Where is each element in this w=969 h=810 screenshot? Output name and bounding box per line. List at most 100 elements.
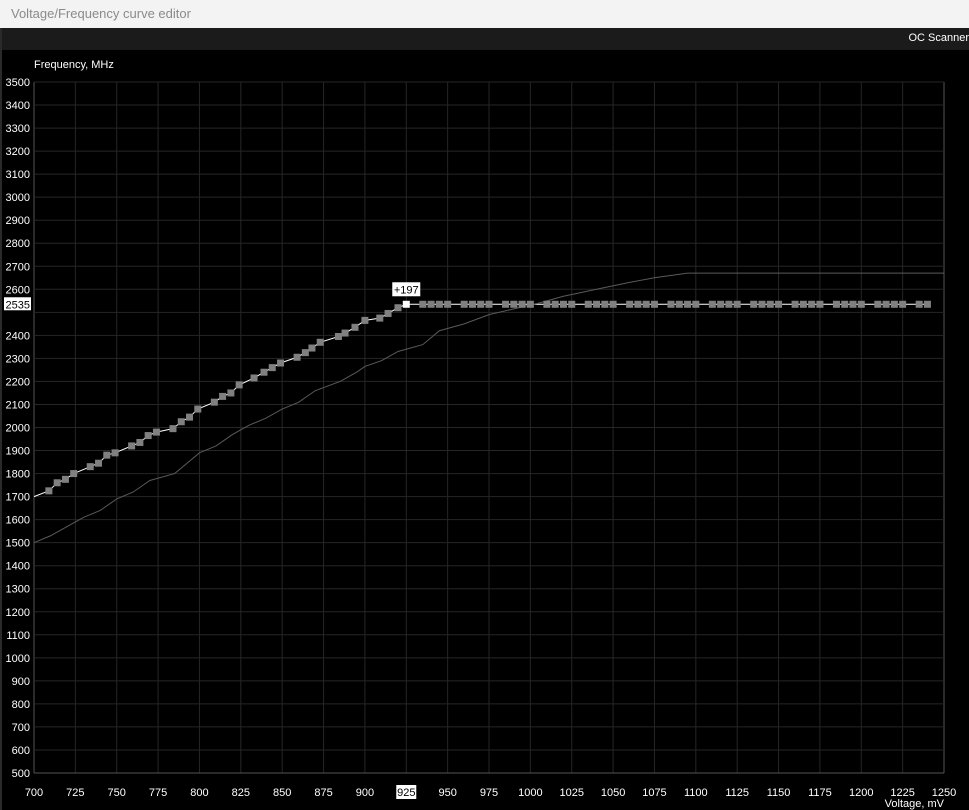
curve-point[interactable] [667,300,675,308]
curve-point[interactable] [832,300,840,308]
curve-point[interactable] [361,316,369,324]
x-tick-label: 825 [232,787,250,799]
curve-point[interactable] [559,300,567,308]
curve-point[interactable] [626,300,634,308]
curve-point[interactable] [543,300,551,308]
curve-point[interactable] [675,300,683,308]
curve-point[interactable] [758,300,766,308]
curve-point[interactable] [394,304,402,312]
curve-point[interactable] [111,449,119,457]
curve-point[interactable] [510,300,518,308]
curve-point[interactable] [568,300,576,308]
curve-point[interactable] [799,300,807,308]
curve-point[interactable] [169,425,177,433]
curve-point[interactable] [684,300,692,308]
curve-point[interactable] [601,300,609,308]
curve-point[interactable] [45,487,53,495]
curve-point[interactable] [733,300,741,308]
curve-point[interactable] [61,475,69,483]
y-tick-label: 2100 [6,399,30,411]
curve-point[interactable] [152,428,160,436]
curve-point[interactable] [268,364,276,372]
curve-point[interactable] [435,300,443,308]
curve-point[interactable] [301,349,309,357]
curve-point[interactable] [227,389,235,397]
curve-point[interactable] [293,353,301,361]
curve-point[interactable] [890,300,898,308]
curve-point[interactable] [53,479,61,487]
selected-curve-point[interactable] [402,300,410,308]
y-tick-label: 1200 [6,607,30,619]
curve-point[interactable] [186,413,194,421]
curve-point[interactable] [250,374,258,382]
curve-point[interactable] [468,300,476,308]
curve-point[interactable] [899,300,907,308]
curve-point[interactable] [136,438,144,446]
curve-point[interactable] [477,300,485,308]
oc-scanner-button[interactable]: OC Scanner [908,32,969,44]
curve-point[interactable] [86,463,94,471]
curve-point[interactable] [235,381,243,389]
x-tick-label: 975 [480,787,498,799]
curve-point[interactable] [419,300,427,308]
curve-point[interactable] [634,300,642,308]
curve-point[interactable] [841,300,849,308]
curve-point[interactable] [857,300,865,308]
curve-point[interactable] [427,300,435,308]
curve-point[interactable] [882,300,890,308]
curve-point[interactable] [210,398,218,406]
curve-point[interactable] [609,300,617,308]
curve-point[interactable] [308,344,316,352]
curve-point[interactable] [460,300,468,308]
curve-point[interactable] [692,300,700,308]
curve-point[interactable] [791,300,799,308]
curve-point[interactable] [351,323,359,331]
curve-point[interactable] [642,300,650,308]
curve-point[interactable] [526,300,534,308]
y-tick-label: 2700 [6,261,30,273]
y-tick-label: 2600 [6,284,30,296]
curve-point[interactable] [923,300,931,308]
curve-point[interactable] [717,300,725,308]
x-tick-label: 950 [438,787,456,799]
y-tick-label: 1800 [6,469,30,481]
curve-point[interactable] [95,459,103,467]
curve-point[interactable] [808,300,816,308]
curve-point[interactable] [502,300,510,308]
curve-point[interactable] [593,300,601,308]
curve-point[interactable] [260,368,268,376]
curve-point[interactable] [103,451,111,459]
curve-point[interactable] [485,300,493,308]
curve-point[interactable] [816,300,824,308]
curve-point[interactable] [128,442,136,450]
y-tick-label: 600 [12,745,30,757]
curve-point[interactable] [277,359,285,367]
curve-point[interactable] [384,309,392,317]
curve-point[interactable] [650,300,658,308]
y-tick-label: 3300 [6,123,30,135]
offset-tooltip: +197 [394,284,419,296]
curve-point[interactable] [341,329,349,337]
curve-point[interactable] [874,300,882,308]
curve-point[interactable] [219,392,227,400]
curve-point[interactable] [725,300,733,308]
curve-point[interactable] [915,300,923,308]
curve-point[interactable] [194,405,202,413]
curve-point[interactable] [750,300,758,308]
curve-point[interactable] [584,300,592,308]
curve-point[interactable] [334,333,342,341]
curve-point[interactable] [518,300,526,308]
curve-point[interactable] [766,300,774,308]
curve-point[interactable] [316,338,324,346]
curve-point[interactable] [775,300,783,308]
curve-point[interactable] [70,470,78,478]
curve-point[interactable] [444,300,452,308]
curve-point[interactable] [177,418,185,426]
curve-point[interactable] [849,300,857,308]
curve-point[interactable] [551,300,559,308]
y-tick-label: 1100 [6,630,30,642]
curve-point[interactable] [708,300,716,308]
curve-point[interactable] [144,432,152,440]
vf-curve-chart[interactable]: Frequency, MHz Voltage, mV 700 725 750 775 8… [0,50,969,810]
curve-point[interactable] [376,314,384,322]
